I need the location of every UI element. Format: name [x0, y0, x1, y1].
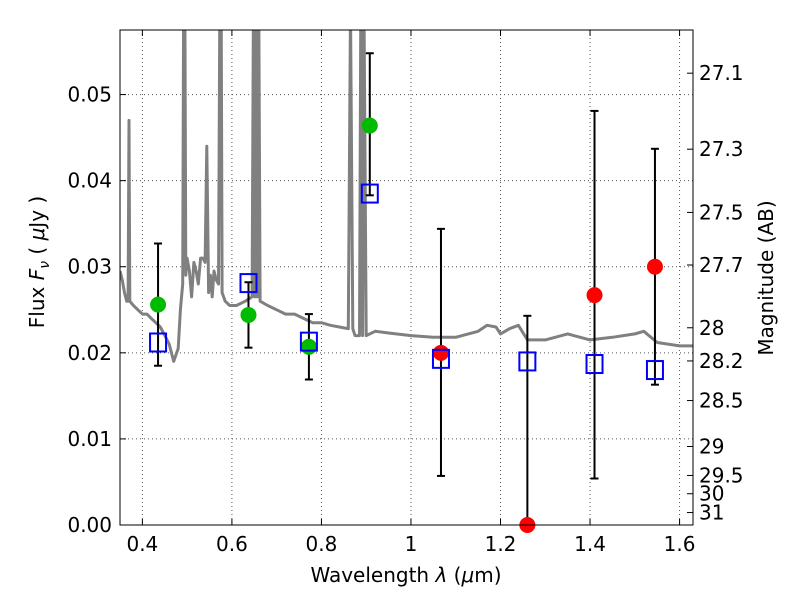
y-tick-label: 0.04: [67, 169, 112, 193]
detection-marker: [150, 296, 167, 313]
magnitude-tick-label: 28.5: [699, 389, 744, 413]
plot-frame: [119, 29, 694, 526]
magnitude-tick-label: 27.7: [699, 253, 744, 277]
nondetection-marker: [646, 258, 663, 275]
magnitude-tick-label: 27.3: [699, 137, 744, 161]
y-tick-label: 0.00: [67, 513, 112, 537]
synthetic-flux-marker: [645, 360, 664, 381]
y-tick-label: 0.05: [67, 83, 112, 107]
synthetic-flux-marker: [149, 332, 168, 353]
magnitude-tick-label: 27.5: [699, 200, 744, 224]
grid-layer: [120, 30, 693, 526]
tick-layer: [120, 30, 693, 526]
nondetection-marker: [432, 344, 449, 361]
x-tick-label: 1.6: [664, 532, 696, 556]
magnitude-tick-label: 28: [699, 316, 724, 340]
magnitude-tick-label: 31: [699, 501, 724, 525]
magnitude-tick-label: 29.5: [699, 463, 744, 487]
plot-area-background: [120, 30, 693, 525]
synthetic-flux-marker: [431, 348, 450, 369]
x-tick-label: 0.8: [306, 532, 338, 556]
synthetic-flux-marker: [518, 351, 537, 372]
synthetic-flux-marker: [299, 331, 318, 352]
magnitude-tick-label: 29: [699, 434, 724, 458]
marker-layer: [149, 117, 664, 533]
magnitude-tick-label: 28.2: [699, 349, 744, 373]
x-axis-label: Wavelength λ (μm): [310, 563, 501, 587]
synthetic-flux-marker: [585, 354, 604, 375]
x-tick-label: 0.6: [216, 532, 248, 556]
x-tick-label: 1.2: [485, 532, 517, 556]
synthetic-flux-marker: [239, 273, 258, 294]
detection-marker: [300, 338, 317, 355]
detection-marker: [240, 306, 257, 323]
y-tick-label: 0.01: [67, 427, 112, 451]
x-tick-labels: 0.4 0.6 0.8 1 1.2 1.4 1.6: [126, 532, 695, 556]
x-tick-label: 1: [405, 532, 418, 556]
y-axis-label: Flux Fν ( μJy ): [25, 196, 53, 328]
magnitude-tick-label: 30: [699, 482, 724, 506]
y2-axis-label: Magnitude (AB): [754, 200, 778, 355]
synthetic-flux-marker: [360, 183, 379, 204]
magnitude-tick-label: 27.1: [699, 61, 744, 85]
nondetection-marker: [586, 287, 603, 304]
detection-marker: [361, 117, 378, 134]
y-tick-label: 0.02: [67, 341, 112, 365]
y-tick-label: 0.03: [67, 255, 112, 279]
x-tick-label: 0.4: [126, 532, 158, 556]
x-tick-label: 1.4: [574, 532, 606, 556]
y-tick-labels: 0.00 0.01 0.02 0.03 0.04 0.05: [67, 83, 112, 537]
